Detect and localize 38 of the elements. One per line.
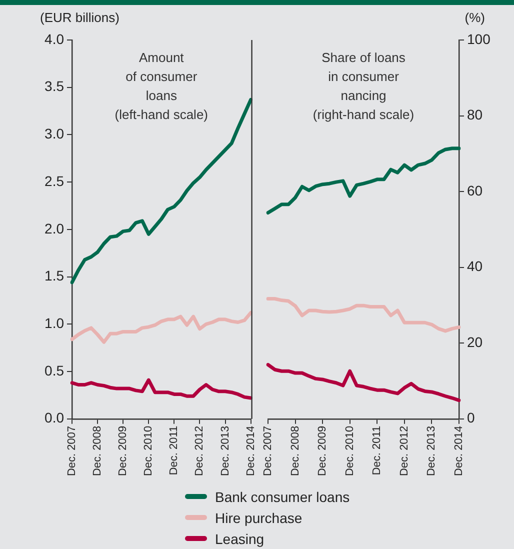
annotation: Share of loans in consumer nancing (right-hand scale) [312,50,414,122]
legend-label: Hire purchase [215,510,302,526]
x-tick-label: Dec. 2012 [398,426,410,476]
y-tick-label: 3.0 [44,126,64,142]
y-tick-label: 60 [467,182,483,198]
y-tick-label: 1.0 [44,315,64,331]
x-tick-label: Dec. 2008 [92,426,104,476]
x-tick-label: Dec. 2008 [289,426,302,476]
legend-label: Leasing [215,530,264,546]
y-axis-title: (%) [464,10,485,25]
annotation: Amount of consumer loans (left-hand scale) [114,50,208,122]
x-tick-label: Dec. 2009 [117,426,130,476]
y-tick-label: 0 [467,410,475,426]
y-tick-label: 2.5 [44,172,64,189]
y-tick-label: 4.0 [44,30,64,47]
x-tick-label: Dec. 2013 [219,426,232,476]
x-tick-label: Dec. 2007 [66,426,78,476]
y-axis-title: (EUR billions) [40,10,120,25]
x-tick-label: Dec. 2009 [316,426,329,476]
x-tick-label: Dec. 2010 [344,426,356,476]
y-tick-label: 40 [467,258,483,274]
x-tick-label: Dec. 2013 [426,426,438,476]
y-tick-label: 80 [467,106,483,123]
y-tick-label: 0.0 [44,410,64,426]
y-tick-label: 0.5 [44,362,64,378]
x-tick-label: Dec. 2011 [371,426,384,476]
y-tick-label: 1.5 [44,268,64,284]
y-tick-label: 100 [467,30,491,47]
legend-label: Bank consumer loans [215,488,350,504]
y-tick-label: 20 [467,334,483,350]
x-tick-label: Dec. 2011 [168,426,180,476]
x-tick-label: Dec. 2014 [453,426,466,476]
y-tick-label: 3.5 [44,78,64,94]
x-tick-label: Dec. 2012 [194,426,206,476]
y-tick-label: 2.0 [44,220,64,236]
x-tick-label: Dec. 2010 [142,426,155,476]
x-tick-label: Dec. 2007 [262,426,274,476]
x-tick-label: Dec. 2014 [244,426,257,476]
